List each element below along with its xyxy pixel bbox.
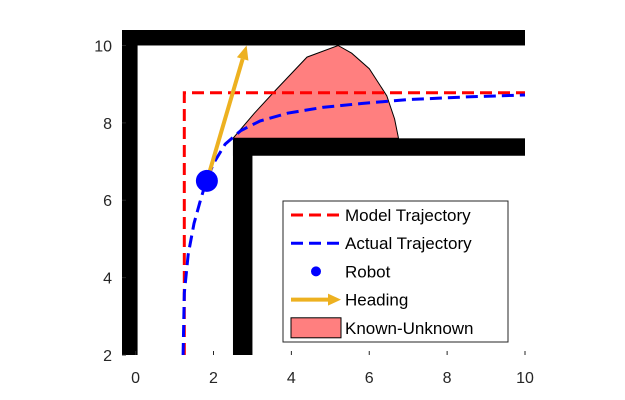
- wall-4: [232, 138, 525, 156]
- actual-trajectory-line: [181, 93, 526, 356]
- legend-known-unknown-swatch: [290, 317, 342, 339]
- y-tick-label-2: 2: [103, 348, 112, 365]
- x-tick-label-6: 6: [365, 370, 374, 387]
- legend-heading-swatch-head: [328, 293, 341, 306]
- legend-actual-trajectory-label: Actual Trajectory: [345, 234, 472, 253]
- heading-arrow-head: [236, 45, 249, 61]
- x-tick-label-10: 10: [516, 370, 534, 387]
- heading-arrow-shaft: [204, 58, 245, 182]
- wall-1: [122, 30, 138, 355]
- wall-2: [122, 30, 525, 46]
- legend-known-unknown-label: Known-Unknown: [345, 319, 474, 338]
- legend: Model Trajectory Actual Trajectory Robot He…: [282, 200, 509, 343]
- robot-heading-layer: [195, 45, 249, 192]
- wall-3: [232, 138, 253, 355]
- x-tick-label-4: 4: [287, 370, 296, 387]
- legend-robot-swatch: [311, 266, 321, 277]
- x-tick-label-0: 0: [131, 370, 140, 387]
- walls-layer: [122, 30, 525, 355]
- trajectories-layer: [181, 91, 526, 356]
- y-tick-label-6: 6: [103, 193, 112, 210]
- x-tick-label-8: 8: [443, 370, 452, 387]
- legend-heading-label: Heading: [345, 291, 408, 310]
- y-tick-label-4: 4: [103, 271, 112, 288]
- legend-model-trajectory-label: Model Trajectory: [345, 206, 471, 225]
- robot-marker: [195, 169, 218, 192]
- model-trajectory-line: [182, 91, 525, 355]
- axes-layer: 0 2 4 6 8 10 2 4 6 8 10: [94, 38, 534, 387]
- legend-robot-label: Robot: [345, 262, 391, 281]
- known-unknown-layer: [231, 44, 400, 139]
- y-tick-label-8: 8: [103, 116, 112, 133]
- y-tick-label-10: 10: [94, 38, 112, 55]
- known-unknown-region: [231, 44, 400, 139]
- x-tick-label-2: 2: [209, 370, 218, 387]
